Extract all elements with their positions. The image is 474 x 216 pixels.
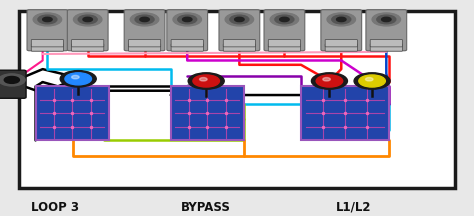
Circle shape <box>382 17 391 22</box>
FancyBboxPatch shape <box>219 10 260 51</box>
FancyBboxPatch shape <box>321 10 362 51</box>
Circle shape <box>60 71 96 87</box>
FancyBboxPatch shape <box>370 44 402 51</box>
FancyBboxPatch shape <box>171 86 244 140</box>
FancyBboxPatch shape <box>325 44 357 51</box>
Circle shape <box>0 74 25 86</box>
Circle shape <box>332 15 351 24</box>
Circle shape <box>311 73 347 89</box>
FancyBboxPatch shape <box>325 40 357 47</box>
Circle shape <box>33 13 62 26</box>
FancyBboxPatch shape <box>171 44 203 51</box>
FancyBboxPatch shape <box>223 44 255 51</box>
Circle shape <box>73 13 102 26</box>
FancyBboxPatch shape <box>67 10 108 51</box>
FancyBboxPatch shape <box>72 40 104 47</box>
Circle shape <box>43 17 52 22</box>
Circle shape <box>323 78 330 81</box>
FancyBboxPatch shape <box>124 10 165 51</box>
Circle shape <box>337 17 346 22</box>
Circle shape <box>72 75 79 79</box>
Circle shape <box>377 15 396 24</box>
Text: L1/L2: L1/L2 <box>336 201 371 214</box>
FancyBboxPatch shape <box>36 86 109 140</box>
FancyBboxPatch shape <box>370 40 402 47</box>
Circle shape <box>365 78 373 81</box>
Circle shape <box>173 13 201 26</box>
Circle shape <box>316 75 343 87</box>
Circle shape <box>200 78 207 81</box>
FancyBboxPatch shape <box>31 40 64 47</box>
Circle shape <box>65 73 91 85</box>
FancyBboxPatch shape <box>27 10 68 51</box>
FancyBboxPatch shape <box>31 44 64 51</box>
FancyBboxPatch shape <box>128 44 161 51</box>
Circle shape <box>130 13 159 26</box>
Circle shape <box>135 15 154 24</box>
FancyBboxPatch shape <box>0 70 26 98</box>
Circle shape <box>38 15 57 24</box>
Circle shape <box>327 13 356 26</box>
Circle shape <box>372 13 401 26</box>
FancyBboxPatch shape <box>128 40 161 47</box>
Circle shape <box>182 17 192 22</box>
Circle shape <box>354 73 390 89</box>
FancyBboxPatch shape <box>223 40 255 47</box>
Circle shape <box>193 75 219 87</box>
Circle shape <box>188 73 224 89</box>
Circle shape <box>83 17 92 22</box>
Text: BYPASS: BYPASS <box>181 201 231 214</box>
FancyBboxPatch shape <box>268 40 301 47</box>
Circle shape <box>235 17 244 22</box>
Circle shape <box>275 15 294 24</box>
Circle shape <box>78 15 97 24</box>
Circle shape <box>4 76 19 83</box>
Circle shape <box>178 15 197 24</box>
FancyBboxPatch shape <box>72 44 104 51</box>
FancyBboxPatch shape <box>19 11 455 188</box>
Circle shape <box>280 17 289 22</box>
FancyBboxPatch shape <box>264 10 305 51</box>
Circle shape <box>270 13 299 26</box>
FancyBboxPatch shape <box>268 44 301 51</box>
Circle shape <box>140 17 149 22</box>
FancyBboxPatch shape <box>301 86 389 140</box>
Circle shape <box>359 75 385 87</box>
FancyBboxPatch shape <box>366 10 407 51</box>
Text: LOOP 3: LOOP 3 <box>30 201 79 214</box>
FancyBboxPatch shape <box>171 40 203 47</box>
Circle shape <box>230 15 249 24</box>
FancyBboxPatch shape <box>167 10 208 51</box>
Circle shape <box>225 13 254 26</box>
